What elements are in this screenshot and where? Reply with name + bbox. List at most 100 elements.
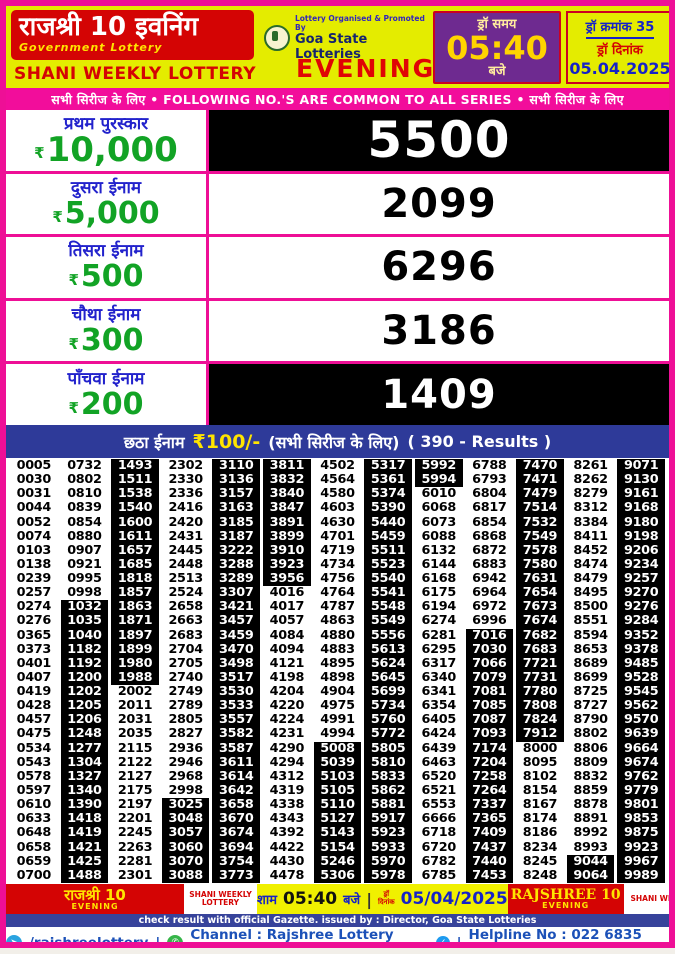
result-number: 7682	[516, 628, 564, 643]
brand-box: राजश्री 10 इवनिंग Government Lottery	[11, 10, 254, 60]
result-number: 0597	[10, 783, 58, 799]
divider: |	[155, 935, 161, 948]
result-number: 4756	[313, 571, 362, 587]
result-number: 6883	[465, 557, 514, 572]
result-number: 8095	[516, 755, 564, 770]
result-number: 3670	[212, 812, 261, 827]
result-number: 9562	[617, 699, 665, 714]
prize-label: दुसरा ईनाम	[70, 177, 142, 198]
goa-lotteries-logo-icon	[264, 25, 290, 51]
result-number: 1897	[111, 628, 159, 643]
result-number: 6132	[414, 543, 463, 558]
rupee-icon: ₹	[68, 398, 79, 417]
result-number: 9989	[617, 868, 665, 883]
result-number: 6868	[465, 529, 514, 544]
result-number: 2245	[111, 826, 159, 841]
result-number: 2663	[161, 614, 210, 629]
result-number: 5613	[364, 642, 412, 657]
result-number: 4198	[263, 670, 311, 686]
result-number: 9853	[617, 812, 665, 827]
result-number: 8653	[566, 642, 615, 657]
result-number: 1277	[60, 741, 109, 756]
result-number: 1248	[60, 727, 109, 742]
result-number: 5970	[364, 854, 412, 869]
footer-time: 05:40	[282, 889, 338, 909]
result-number: 2936	[161, 741, 210, 756]
result-number: 9352	[617, 628, 665, 643]
result-number: 2035	[111, 727, 159, 742]
result-number: 5246	[313, 854, 362, 869]
sixth-prize-label: छठा ईनाम	[123, 432, 185, 452]
result-number: 5810	[364, 755, 412, 770]
result-number: 2197	[111, 798, 159, 813]
result-number: 6785	[414, 868, 463, 883]
footer-brand-left-session: EVENING	[71, 901, 119, 911]
result-number: 3421	[212, 600, 261, 615]
channel-link[interactable]: Channel : Rajshree Lottery Result	[190, 927, 394, 943]
result-number: 2115	[111, 741, 159, 756]
result-number: 0407	[10, 670, 58, 686]
result-number: 1206	[60, 713, 109, 728]
result-number: 2175	[111, 783, 159, 799]
result-number: 0839	[60, 501, 109, 516]
result-number: 4224	[263, 713, 311, 728]
result-number: 8245	[516, 854, 564, 869]
result-number: 6666	[414, 812, 463, 827]
channel-icon: ✆	[167, 935, 184, 942]
result-number: 5556	[364, 628, 412, 643]
result-number: 0044	[10, 501, 58, 516]
result-number: 5734	[364, 699, 412, 714]
result-number: 7549	[516, 529, 564, 544]
result-number: 2946	[161, 755, 210, 770]
telegram-handle[interactable]: /rajshreelottery	[29, 935, 149, 948]
result-number: 4338	[263, 798, 311, 813]
result-number: 5105	[313, 783, 362, 799]
result-number: 5992	[414, 458, 463, 474]
result-number: 0534	[10, 741, 58, 756]
result-number: 3582	[212, 727, 261, 742]
result-number: 5541	[364, 586, 412, 601]
result-number: 6872	[465, 543, 514, 558]
result-number: 5390	[364, 501, 412, 516]
result-number: 6463	[414, 755, 463, 770]
result-number: 6854	[465, 515, 514, 530]
result-number: 3530	[212, 684, 261, 700]
result-number: 4290	[263, 741, 311, 756]
result-number: 9161	[617, 487, 665, 502]
result-number: 8384	[566, 515, 615, 530]
result-number: 7721	[516, 656, 564, 671]
result-number: 4231	[263, 727, 311, 742]
result-number: 1857	[111, 586, 159, 601]
result-number: 7258	[465, 769, 514, 785]
result-number: 4898	[313, 670, 362, 686]
result-number: 4312	[263, 769, 311, 785]
result-number: 4392	[263, 826, 311, 841]
result-number: 2011	[111, 699, 159, 714]
result-number: 1040	[60, 628, 109, 643]
result-number: 2336	[161, 487, 210, 502]
result-number: 0276	[10, 614, 58, 629]
result-number: 5440	[364, 515, 412, 530]
result-number: 1657	[111, 543, 159, 558]
result-number: 7532	[516, 515, 564, 530]
result-number: 9180	[617, 515, 665, 530]
result-number: 5881	[364, 798, 412, 813]
result-number: 2705	[161, 656, 210, 671]
draw-time-label: ड्रॉ समय	[477, 16, 517, 32]
result-number: 6354	[414, 699, 463, 714]
result-number: 3222	[212, 543, 261, 558]
result-number: 0732	[60, 458, 109, 474]
result-number: 2301	[111, 868, 159, 883]
result-number: 2127	[111, 769, 159, 785]
result-number: 3070	[161, 854, 210, 869]
result-number: 8594	[566, 628, 615, 643]
prize-winning-number: 3186	[381, 308, 497, 355]
result-number: 9130	[617, 473, 665, 488]
result-number: 9545	[617, 684, 665, 700]
result-number: 2002	[111, 684, 159, 700]
result-number: 0475	[10, 727, 58, 742]
result-number: 4094	[263, 642, 311, 657]
prize-table: प्रथम पुरस्कार ₹10,000 5500 दुसरा ईनाम ₹5,00…	[6, 110, 669, 425]
result-number: 3459	[212, 628, 261, 643]
result-number: 5699	[364, 684, 412, 700]
